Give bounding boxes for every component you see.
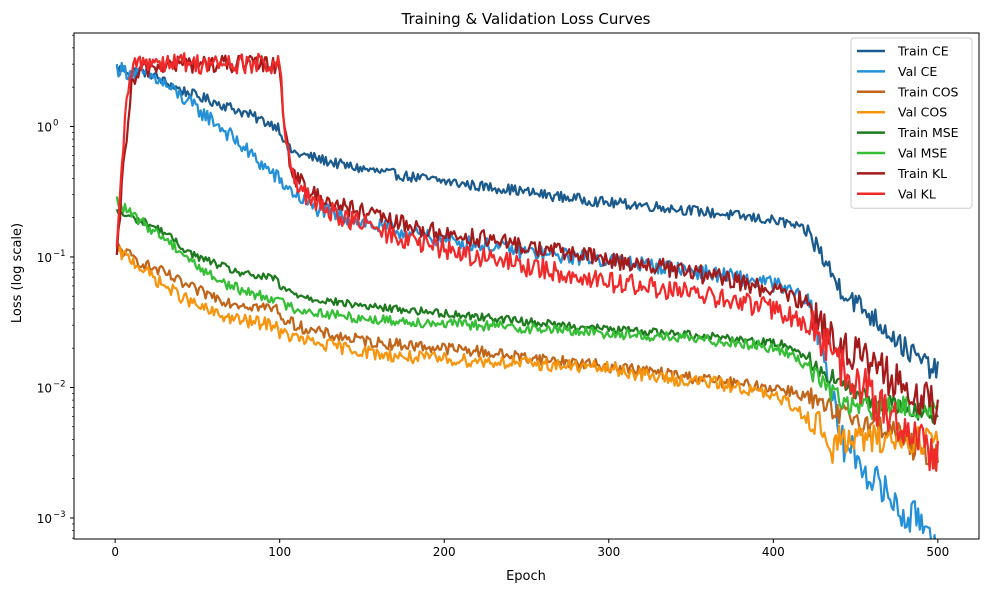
x-axis: 0 100 200 300 400 500 [111,539,949,559]
series-line-val-cos [115,245,939,464]
legend-label: Val CE [898,64,937,79]
series-lines [115,52,939,539]
y-tick-label: 10 [37,251,52,265]
chart-title: Training & Validation Loss Curves [401,10,651,28]
y-tick-label: 10 [37,512,52,526]
x-tick-label: 0 [111,545,119,559]
y-axis-label: Loss (log scale) [10,223,25,323]
y-tick-exponent: 0 [53,118,58,128]
y-tick-exponent: −3 [53,510,66,520]
legend-label: Train KL [897,166,947,181]
x-tick-label: 300 [597,545,620,559]
series-line-train-ce [115,65,939,380]
x-axis-label: Epoch [506,569,546,584]
y-tick-exponent: −1 [53,249,66,259]
x-tick-label: 200 [433,545,456,559]
legend-label: Val KL [898,186,936,201]
x-tick-label: 100 [268,545,291,559]
legend-label: Val COS [898,105,947,120]
series-line-val-mse [115,196,939,421]
legend-label: Train COS [897,84,959,99]
legend-box [850,37,973,209]
series-line-train-mse [115,209,939,425]
legend-label: Train CE [897,44,949,59]
y-tick-label: 10 [37,120,52,134]
y-tick-label: 10 [37,381,52,395]
x-tick-label: 500 [926,545,949,559]
legend: Train CE Val CE Train COS Val COS Train MSE V… [850,37,973,209]
x-tick-label: 400 [762,545,785,559]
y-tick-exponent: −2 [53,379,66,389]
legend-label: Val MSE [898,146,947,161]
legend-label: Train MSE [897,125,959,140]
series-line-val-kl [115,52,939,472]
